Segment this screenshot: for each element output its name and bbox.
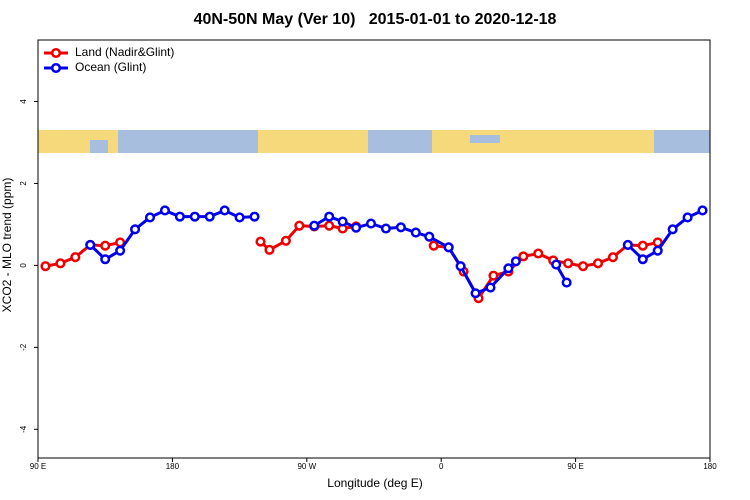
data-point bbox=[470, 288, 481, 299]
plot-frame bbox=[37, 39, 711, 459]
data-point bbox=[578, 261, 589, 272]
water-patch bbox=[90, 140, 108, 153]
data-point bbox=[395, 222, 406, 233]
x-tick-label: 180 bbox=[703, 462, 717, 471]
data-point bbox=[510, 256, 521, 267]
data-point bbox=[100, 254, 111, 265]
data-point bbox=[592, 258, 604, 269]
data-point bbox=[503, 263, 514, 274]
water-patch bbox=[470, 135, 500, 143]
data-point bbox=[337, 216, 348, 227]
data-point bbox=[204, 211, 215, 222]
data-point bbox=[115, 245, 126, 256]
data-point bbox=[637, 240, 648, 251]
data-point bbox=[309, 220, 320, 231]
y-tick-label: 4 bbox=[19, 99, 28, 104]
data-point bbox=[174, 211, 185, 222]
y-tick-label: 2 bbox=[19, 181, 28, 186]
data-point bbox=[652, 245, 663, 256]
data-point bbox=[455, 261, 466, 272]
data-point bbox=[294, 220, 305, 231]
chart-title: 40N-50N May (Ver 10) 2015-01-01 to 2020-… bbox=[194, 11, 557, 28]
data-point bbox=[159, 205, 170, 216]
data-point bbox=[351, 222, 362, 233]
x-tick-label: 90 E bbox=[567, 462, 583, 471]
legend-marker bbox=[50, 62, 62, 74]
legend-label: Ocean (Glint) bbox=[75, 60, 146, 74]
x-tick-label: 0 bbox=[439, 462, 444, 471]
data-point bbox=[607, 252, 618, 263]
y-tick-label: -2 bbox=[19, 343, 28, 351]
data-point bbox=[380, 223, 391, 234]
data-point bbox=[70, 252, 81, 263]
data-point bbox=[324, 220, 335, 231]
data-point bbox=[144, 212, 156, 223]
series-line bbox=[89, 208, 704, 296]
data-point bbox=[85, 239, 96, 250]
data-point bbox=[324, 211, 335, 222]
data-point bbox=[561, 277, 572, 288]
data-point bbox=[40, 261, 51, 272]
data-point bbox=[249, 211, 260, 222]
data-point bbox=[130, 224, 141, 235]
data-point bbox=[637, 254, 648, 265]
land-patch bbox=[258, 130, 368, 153]
data-point bbox=[100, 240, 111, 251]
map-strip bbox=[38, 130, 710, 153]
x-tick-label: 90 E bbox=[30, 462, 46, 471]
data-point bbox=[428, 240, 439, 251]
data-point bbox=[55, 258, 66, 269]
data-point bbox=[667, 224, 678, 235]
x-tick-label: 90 W bbox=[297, 462, 316, 471]
data-point bbox=[189, 211, 200, 222]
data-point bbox=[563, 258, 574, 269]
x-tick-label: 180 bbox=[166, 462, 180, 471]
data-point bbox=[410, 227, 421, 238]
data-point bbox=[280, 235, 291, 246]
y-tick-label: 0 bbox=[19, 263, 28, 268]
y-tick-label: -4 bbox=[19, 425, 28, 433]
data-point bbox=[219, 205, 230, 216]
x-axis-label: Longitude (deg E) bbox=[327, 476, 422, 490]
data-point bbox=[533, 248, 544, 259]
data-point bbox=[255, 236, 266, 247]
legend-marker bbox=[50, 47, 62, 59]
data-point bbox=[424, 231, 435, 242]
data-point bbox=[234, 212, 245, 223]
data-point bbox=[264, 244, 275, 255]
data-point bbox=[697, 205, 708, 216]
data-point bbox=[518, 251, 529, 262]
data-point bbox=[443, 242, 454, 253]
data-point bbox=[485, 282, 496, 293]
y-axis-label: XCO2 - MLO trend (ppm) bbox=[0, 178, 14, 313]
data-point bbox=[682, 212, 693, 223]
legend-label: Land (Nadir&Glint) bbox=[75, 45, 174, 59]
data-point bbox=[365, 218, 377, 229]
land-patch bbox=[432, 130, 654, 153]
data-point bbox=[551, 259, 562, 270]
data-point bbox=[488, 270, 499, 281]
data-point bbox=[622, 239, 633, 250]
